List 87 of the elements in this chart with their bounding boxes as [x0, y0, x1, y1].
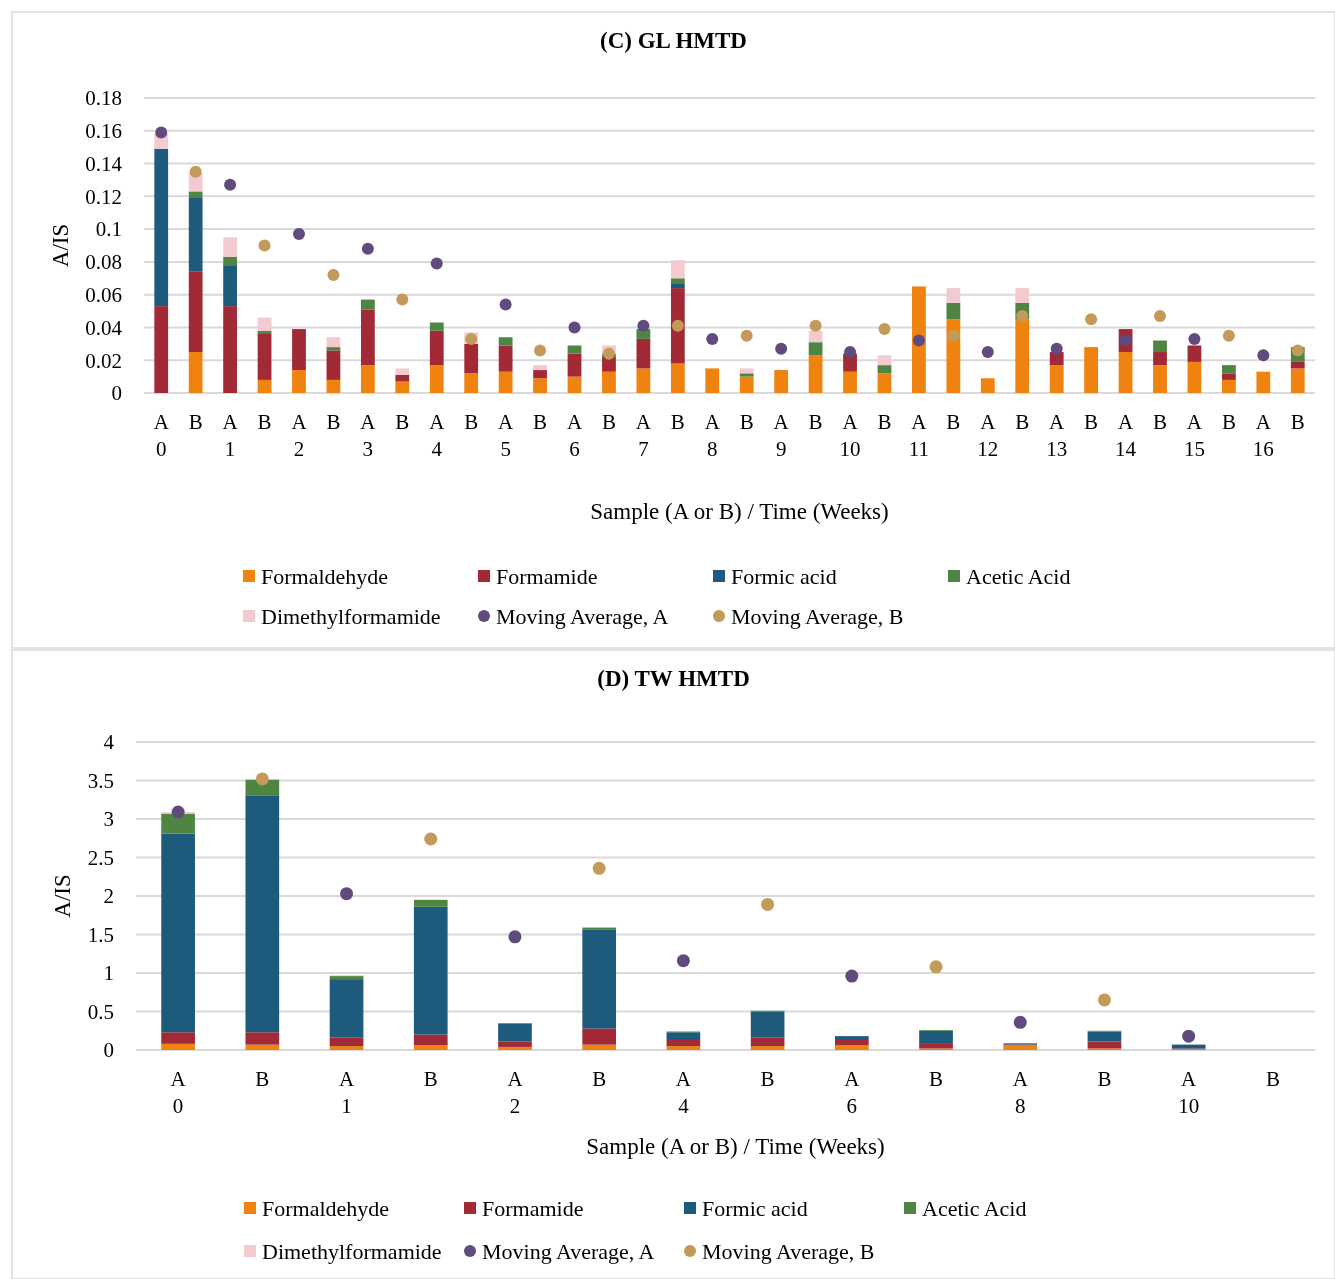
x-tick-label: B: [188, 410, 203, 434]
y-tick-label: 3.5: [87, 768, 114, 793]
x-tick-label: B: [533, 410, 548, 434]
x-tick-label: B: [1221, 410, 1236, 434]
x-tick-label: A 14: [1115, 410, 1137, 461]
y-axis-title: A/IS: [50, 874, 75, 918]
x-tick-label: A 4: [429, 410, 446, 461]
x-tick-label: B: [1265, 1067, 1280, 1091]
x-tick-label: B: [739, 410, 754, 434]
x-tick-label: A 16: [1252, 410, 1274, 461]
y-tick-label: 1: [103, 961, 114, 986]
x-tick-label: A 0: [170, 1067, 187, 1118]
legend-label: Acetic Acid: [966, 563, 1071, 589]
legend-label: Dimethylformamide: [261, 603, 441, 629]
x-tick-label: A 3: [360, 410, 377, 461]
y-tick-label: 0.14: [85, 151, 123, 176]
x-tick-label: B: [877, 410, 892, 434]
legend-label: Acetic Acid: [922, 1195, 1027, 1221]
x-tick-label: A 11: [908, 410, 930, 461]
x-tick-label: A 10: [1178, 1067, 1200, 1118]
x-tick-label: A 2: [507, 1067, 524, 1118]
legend-label: Formic acid: [702, 1195, 808, 1221]
y-tick-label: 0.04: [85, 315, 123, 340]
x-tick-label: A 6: [566, 410, 583, 461]
y-tick-label: 0.18: [85, 86, 122, 111]
x-axis-title: Sample (A or B) / Time (Weeks): [590, 499, 889, 524]
legend-label: Moving Average, B: [731, 603, 904, 629]
y-axis-title: A/IS: [48, 223, 73, 268]
x-tick-label: A 9: [773, 410, 790, 461]
x-tick-label: A 10: [839, 410, 861, 461]
x-axis-title: Sample (A or B) / Time (Weeks): [586, 1134, 885, 1159]
x-tick-label: B: [395, 410, 410, 434]
x-tick-label: A 5: [498, 410, 515, 461]
legend-label: Formaldehyde: [261, 563, 389, 589]
x-tick-label: B: [1015, 410, 1030, 434]
x-tick-label: B: [601, 410, 616, 434]
y-tick-label: 3: [103, 807, 114, 832]
x-tick-label: A 12: [977, 410, 999, 461]
x-tick-label: A 2: [291, 410, 308, 461]
x-tick-label: B: [1290, 410, 1305, 434]
x-tick-label: A 8: [1012, 1067, 1029, 1118]
chart-title: (D) TW HMTD: [597, 666, 750, 691]
y-tick-label: 0.08: [85, 250, 122, 275]
y-tick-label: 2: [103, 884, 114, 909]
chart-title: (C) GL HMTD: [600, 28, 747, 53]
y-tick-label: 0: [103, 1038, 114, 1063]
x-tick-label: A 1: [222, 410, 239, 461]
y-tick-label: 2.5: [87, 845, 114, 870]
x-tick-label: B: [1153, 410, 1168, 434]
x-tick-label: A 7: [635, 410, 652, 461]
legend-label: Moving Average, B: [702, 1238, 875, 1264]
x-tick-label: B: [929, 1067, 944, 1091]
legend-label: Moving Average, A: [496, 603, 669, 629]
x-tick-label: B: [464, 410, 479, 434]
y-tick-label: 0: [111, 381, 122, 406]
x-tick-label: B: [808, 410, 823, 434]
x-tick-label: B: [1097, 1067, 1112, 1091]
legend-label: Formamide: [482, 1195, 584, 1221]
x-tick-label: A 6: [844, 1067, 861, 1118]
legend-label: Formaldehyde: [262, 1195, 390, 1221]
x-tick-label: A 15: [1183, 410, 1205, 461]
y-tick-label: 0.06: [85, 283, 122, 308]
x-tick-label: B: [946, 410, 961, 434]
y-tick-label: 4: [103, 730, 115, 755]
x-tick-label: A 0: [153, 410, 170, 461]
x-tick-label: B: [326, 410, 341, 434]
x-tick-label: B: [255, 1067, 270, 1091]
x-tick-label: A 8: [704, 410, 721, 461]
y-tick-label: 0.02: [85, 348, 122, 373]
x-tick-label: B: [423, 1067, 438, 1091]
y-tick-label: 0.1: [95, 217, 122, 242]
x-tick-label: B: [592, 1067, 607, 1091]
x-tick-label: B: [670, 410, 685, 434]
x-tick-label: A 1: [338, 1067, 355, 1118]
x-tick-label: A 13: [1046, 410, 1068, 461]
legend-label: Moving Average, A: [482, 1238, 655, 1264]
legend-label: Formic acid: [731, 563, 837, 589]
x-tick-label: B: [1084, 410, 1099, 434]
legend-label: Dimethylformamide: [262, 1238, 442, 1264]
legend-label: Formamide: [496, 563, 598, 589]
y-tick-label: 0.16: [85, 119, 122, 144]
y-tick-label: 1.5: [87, 922, 114, 947]
y-tick-label: 0.5: [87, 999, 114, 1024]
y-tick-label: 0.12: [85, 184, 122, 209]
x-tick-label: B: [760, 1067, 775, 1091]
x-tick-label: B: [257, 410, 272, 434]
x-tick-label: A 4: [675, 1067, 692, 1118]
